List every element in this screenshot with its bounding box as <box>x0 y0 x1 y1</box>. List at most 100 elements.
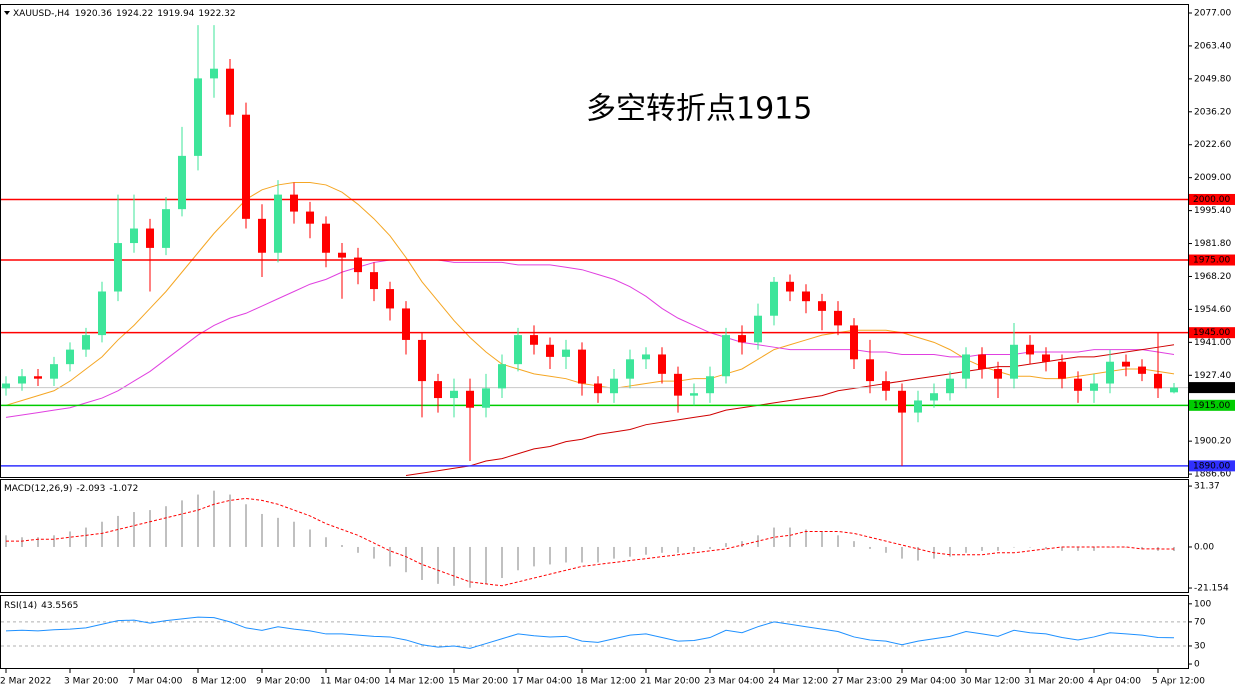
level-label-box <box>1189 399 1235 411</box>
candle-body <box>578 349 586 384</box>
candle-body <box>226 68 234 115</box>
candle-body <box>978 354 986 369</box>
macd-bar <box>1141 546 1143 549</box>
macd-bar <box>805 529 807 547</box>
x-tick-label: 24 Mar 12:00 <box>768 677 828 687</box>
candle-body <box>1090 383 1098 391</box>
candle-body <box>690 393 698 396</box>
candle-body <box>82 335 90 350</box>
y-tick-label: 1927.40 <box>1194 371 1231 381</box>
macd-bar <box>1013 546 1015 548</box>
candle-body <box>434 381 442 399</box>
macd-bar <box>709 546 711 549</box>
candle-body <box>402 308 410 340</box>
x-tick-label: 11 Mar 04:00 <box>320 677 380 687</box>
level-label-box <box>1189 193 1235 205</box>
candle-body <box>498 364 506 389</box>
macd-bar <box>357 546 359 553</box>
candle-body <box>1122 361 1130 367</box>
macd-bar <box>773 527 775 547</box>
candle-body <box>834 310 842 326</box>
annotation: 多空转折点1915 <box>586 92 812 127</box>
macd-bar <box>69 531 71 547</box>
candle-body <box>594 383 602 394</box>
y-tick-label: 1941.00 <box>1194 338 1231 348</box>
macd-bar <box>581 546 583 563</box>
candle-body <box>18 376 26 384</box>
y-tick-label: 2063.40 <box>1194 41 1231 51</box>
last-price-label: 1922.32 <box>1193 383 1230 393</box>
y-tick-label: 1981.80 <box>1194 239 1231 249</box>
candle-body <box>546 344 554 357</box>
candle-body <box>50 364 58 379</box>
price-header: XAUUSD-,H4 1920.36 1924.22 1919.94 1922.32 <box>13 9 236 19</box>
y-tick-label: 0 <box>1194 660 1200 670</box>
open-value: 1920.36 <box>75 9 112 19</box>
candle-body <box>2 383 10 389</box>
macd-bar <box>37 537 39 547</box>
macd-bar <box>1093 546 1095 551</box>
candle-body <box>98 291 106 336</box>
macd-bar <box>1045 546 1047 549</box>
candle-body <box>930 393 938 401</box>
y-tick-label: 30 <box>1194 641 1206 651</box>
macd-bar <box>165 506 167 547</box>
macd-bar <box>1077 546 1079 551</box>
candle-body <box>210 68 218 79</box>
candle-body <box>258 218 266 253</box>
level-label: 2000.00 <box>1193 195 1230 205</box>
macd-bar <box>213 490 215 547</box>
macd-bar <box>1109 546 1111 548</box>
macd-bar <box>837 535 839 547</box>
macd-bar <box>629 546 631 557</box>
macd-bar <box>1125 546 1127 548</box>
x-tick-label: 17 Mar 04:00 <box>512 677 572 687</box>
candle-body <box>322 223 330 253</box>
macd-bar <box>437 546 439 584</box>
candle-body <box>114 243 122 292</box>
candle-body <box>194 78 202 156</box>
macd-bar <box>997 546 999 551</box>
x-tick-label: 27 Mar 23:00 <box>832 677 892 687</box>
macd-bar <box>373 546 375 559</box>
x-tick-label: 14 Mar 12:00 <box>384 677 444 687</box>
macd-bar <box>293 521 295 547</box>
candle-body <box>130 228 138 244</box>
macd-bar <box>725 543 727 547</box>
macd-header: MACD(12,26,9) -2.093 -1.072 <box>4 484 138 494</box>
macd-bar <box>181 500 183 547</box>
macd-bar <box>261 513 263 547</box>
candle-body <box>1138 366 1146 374</box>
candle-body <box>338 252 346 258</box>
candle-body <box>242 114 250 219</box>
macd-bar <box>277 517 279 547</box>
candle-body <box>1170 387 1178 393</box>
y-tick-label: 2049.80 <box>1194 74 1231 84</box>
macd-bar <box>421 546 423 580</box>
candle-body <box>914 400 922 413</box>
y-tick-label: 2022.60 <box>1194 140 1231 150</box>
price-panel <box>0 4 1189 478</box>
x-tick-label: 31 Mar 20:00 <box>1024 677 1084 687</box>
macd-bar <box>85 527 87 547</box>
macd-bar <box>229 494 231 547</box>
candle-body <box>738 335 746 343</box>
x-tick-label: 2 Mar 2022 <box>0 677 51 687</box>
candle-body <box>866 359 874 382</box>
macd-value: -2.093 <box>76 484 105 494</box>
signal-line <box>6 497 1175 587</box>
candle-body <box>706 376 714 394</box>
x-tick-label: 15 Mar 20:00 <box>448 677 508 687</box>
macd-bar <box>789 527 791 547</box>
x-tick-label: 9 Mar 20:00 <box>256 677 311 687</box>
macd-bar <box>245 504 247 547</box>
macd-bar <box>197 494 199 547</box>
candle-body <box>674 373 682 396</box>
candle-body <box>626 359 634 379</box>
candle-body <box>1154 373 1162 389</box>
x-tick-label: 3 Mar 20:00 <box>64 677 119 687</box>
y-tick-label: 2077.00 <box>1194 8 1231 18</box>
macd-bar <box>869 546 871 549</box>
macd-title: MACD(12,26,9) <box>4 484 72 494</box>
